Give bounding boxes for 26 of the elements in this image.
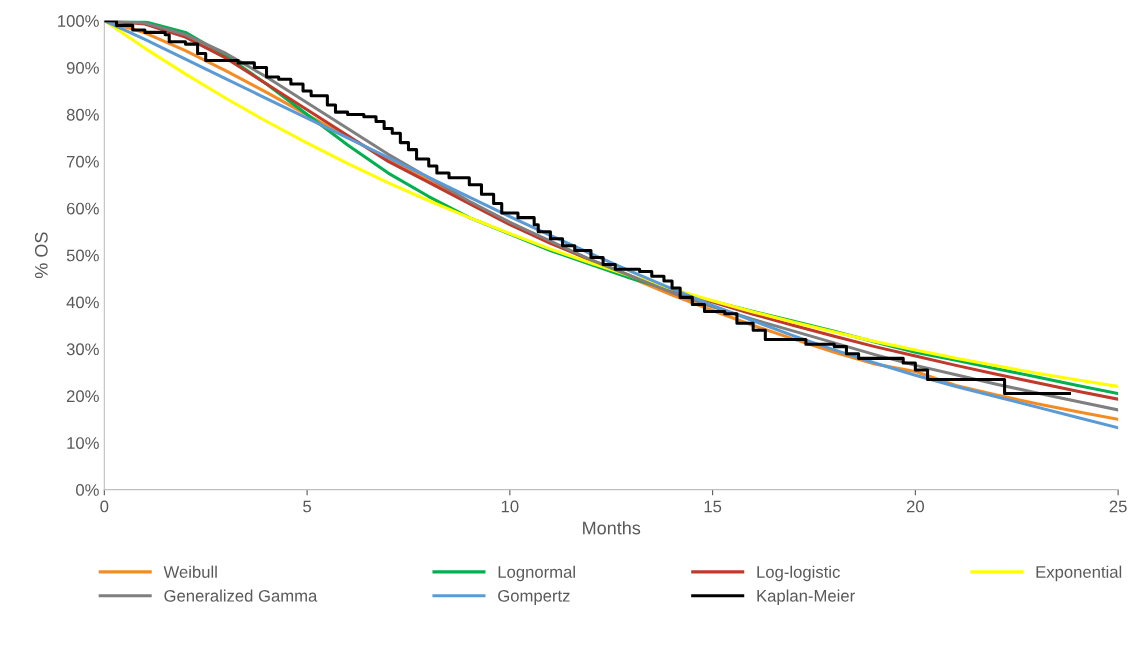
legend-label: Lognormal	[498, 565, 575, 582]
y-tick-label: 50%	[66, 249, 99, 262]
y-tick-label: 20%	[66, 390, 99, 403]
x-tick-label: 25	[1109, 500, 1127, 513]
x-tick-label: 0	[100, 500, 109, 513]
x-tick-label: 15	[704, 500, 722, 513]
y-tick-label: 10%	[67, 437, 99, 449]
y-axis-title: % OS	[34, 232, 48, 279]
y-tick-label: 100%	[58, 15, 99, 27]
legend-label: Generalized Gamma	[164, 589, 318, 602]
legend-label: Kaplan-Meier	[757, 589, 855, 606]
y-tick-label: 60%	[66, 202, 99, 215]
y-tick-label: 90%	[66, 61, 99, 74]
legend-label: Log-logistic	[757, 565, 840, 582]
y-tick-label: 80%	[66, 108, 99, 121]
legend-label: Gompertz	[498, 589, 570, 606]
y-tick-label: 30%	[66, 343, 99, 356]
x-tick-label: 20	[906, 500, 924, 513]
y-tick-label: 70%	[66, 155, 99, 168]
y-tick-label: 0%	[76, 484, 99, 496]
x-tick-label: 5	[303, 500, 312, 513]
y-tick-label: 40%	[66, 296, 99, 309]
legend-label: Weibull	[163, 565, 217, 578]
x-tick-label: 10	[501, 500, 519, 513]
x-axis-title: Months	[583, 521, 641, 535]
legend-label: Exponential	[1036, 565, 1122, 582]
